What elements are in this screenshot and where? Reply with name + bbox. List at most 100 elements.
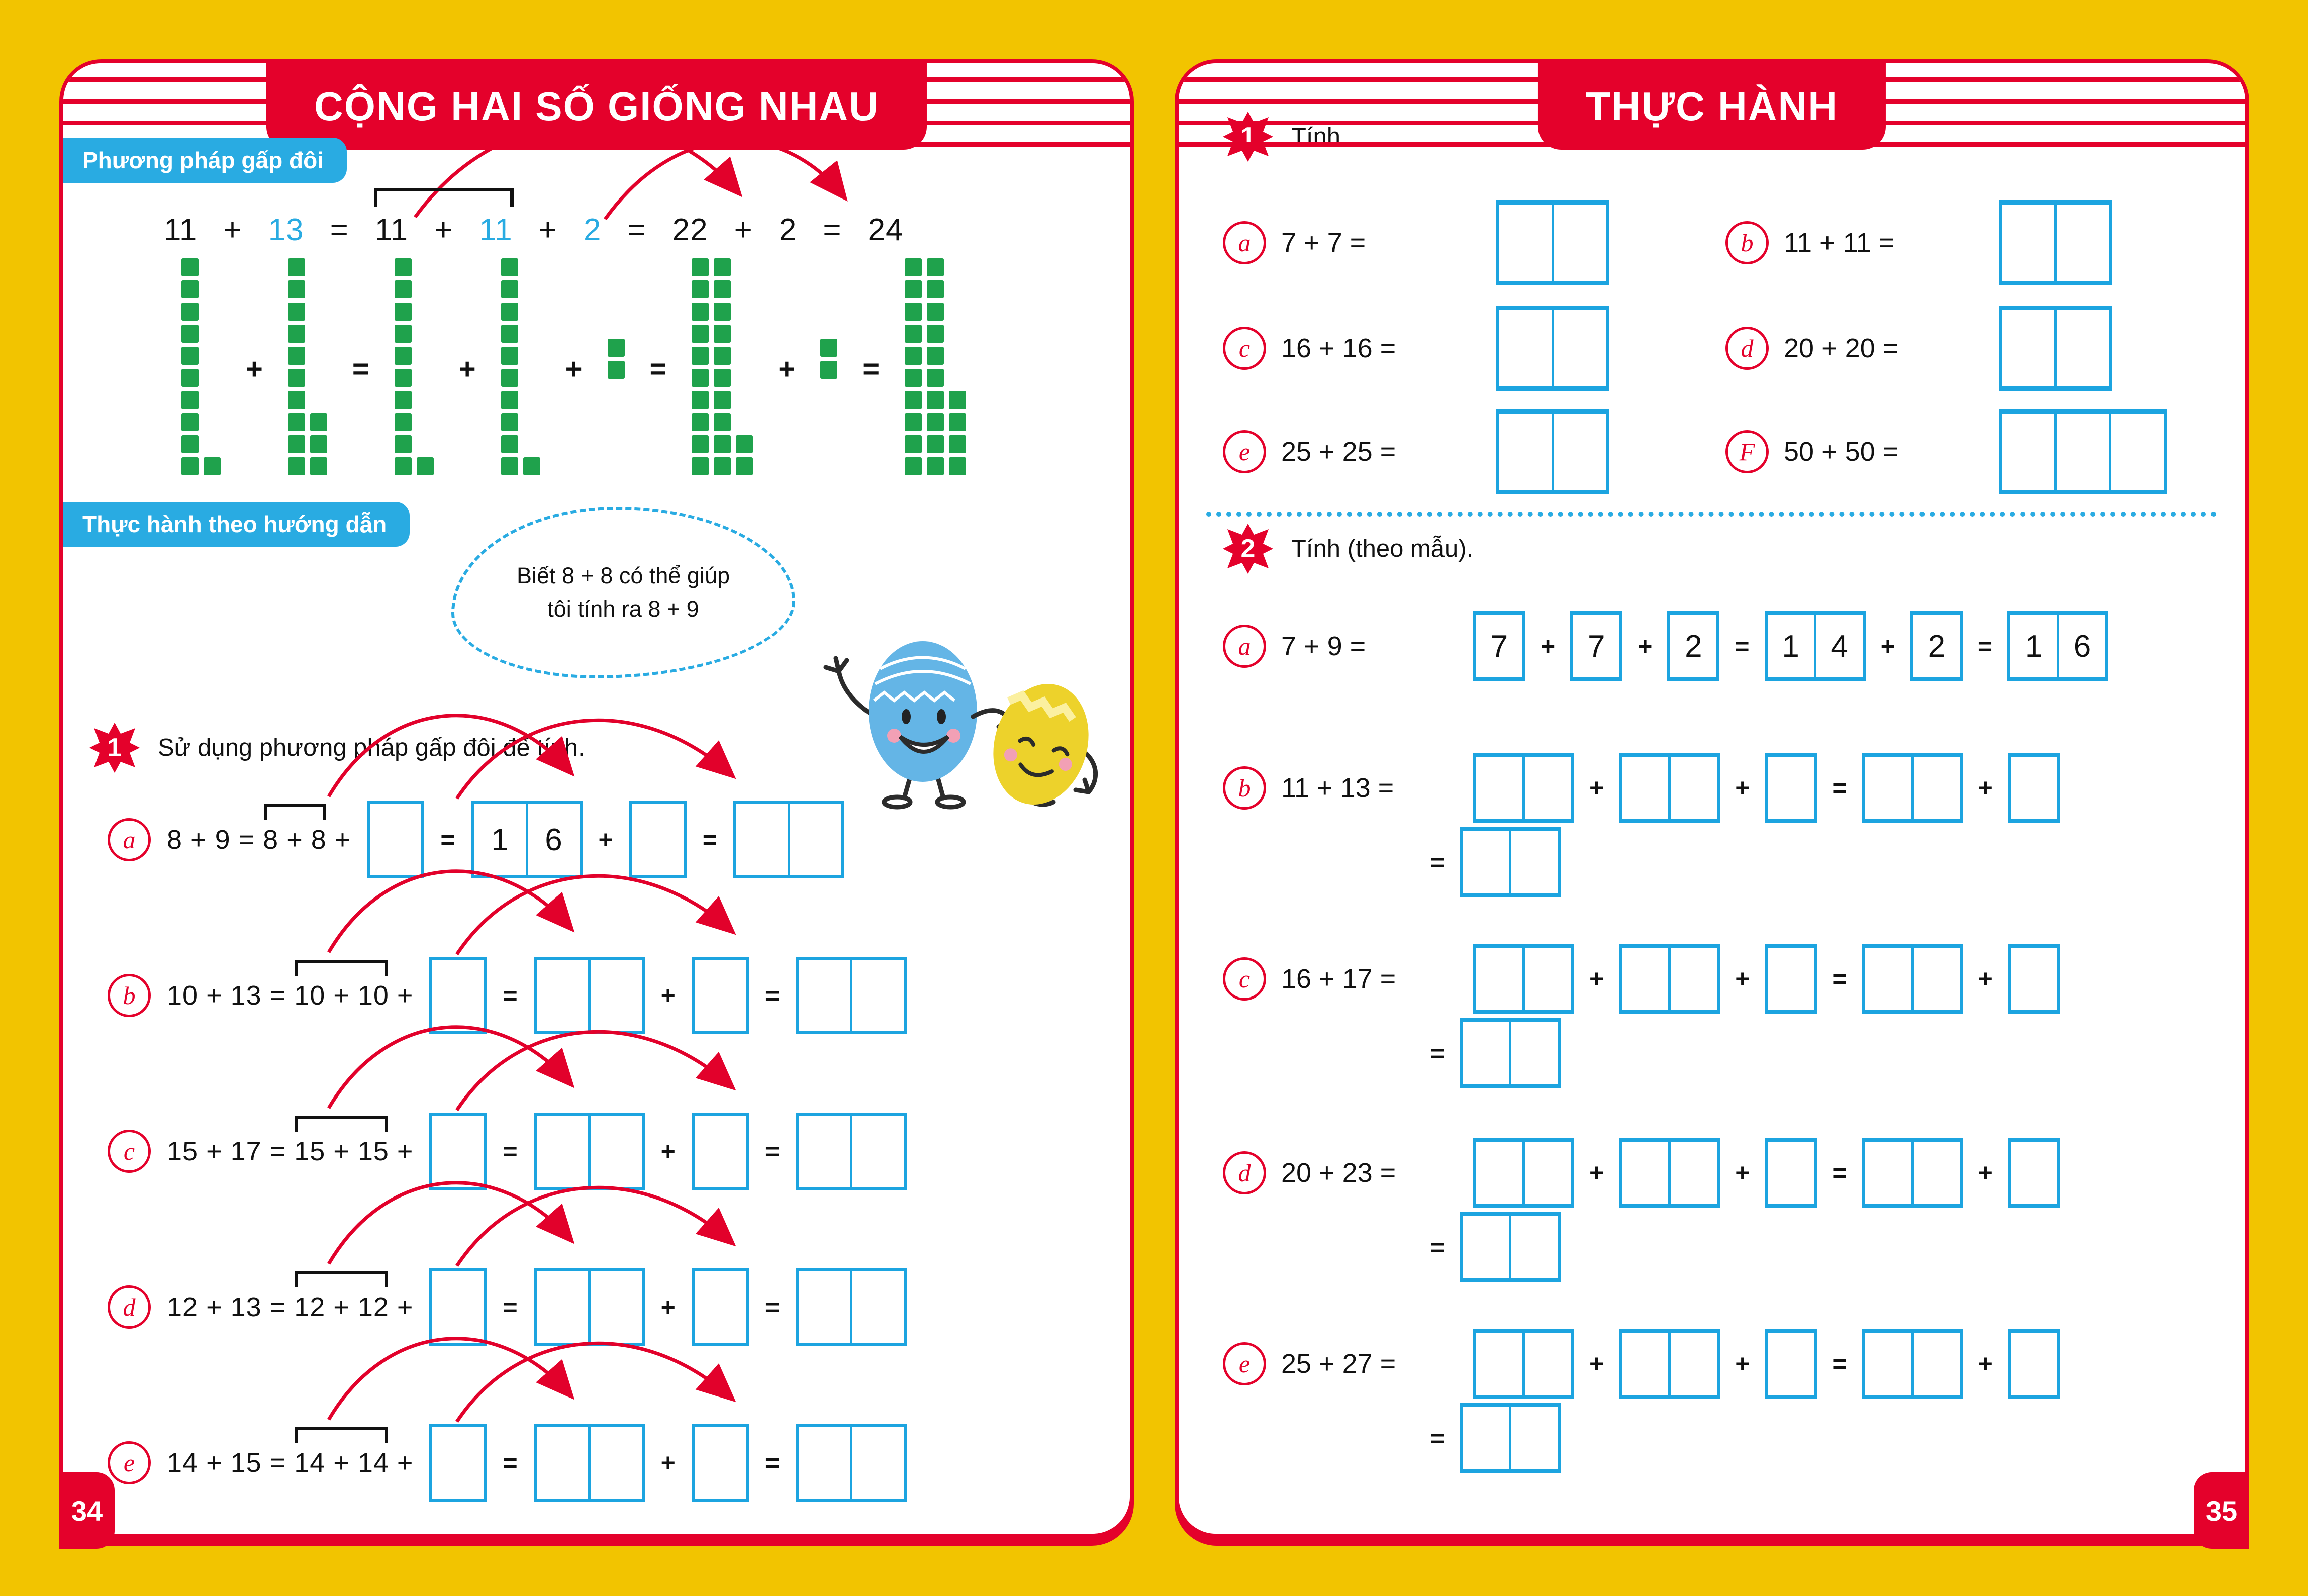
answer-box[interactable]: [1460, 1018, 1561, 1088]
answer-box[interactable]: [1619, 944, 1720, 1014]
answer-cell[interactable]: [2002, 414, 2054, 490]
answer-box[interactable]: [429, 1424, 487, 1502]
answer-cell[interactable]: [588, 1271, 642, 1343]
answer-cell[interactable]: [1668, 757, 1717, 819]
answer-cell[interactable]: [1522, 757, 1571, 819]
answer-cell[interactable]: [588, 1116, 642, 1187]
answer-box[interactable]: [1765, 1329, 1817, 1399]
answer-box[interactable]: [691, 1268, 749, 1346]
answer-cell[interactable]: [2011, 948, 2057, 1010]
answer-cell[interactable]: [1552, 310, 1606, 386]
answer-box[interactable]: 7: [1570, 611, 1623, 681]
answer-cell[interactable]: [799, 960, 850, 1031]
answer-cell[interactable]: [1509, 1022, 1558, 1084]
answer-box[interactable]: [1619, 753, 1720, 823]
answer-box[interactable]: [629, 801, 687, 878]
answer-cell[interactable]: [1476, 948, 1522, 1010]
answer-cell[interactable]: [1865, 1142, 1911, 1204]
answer-box[interactable]: [1496, 306, 1609, 391]
answer-box[interactable]: [1496, 409, 1609, 494]
answer-box[interactable]: [1473, 753, 1574, 823]
answer-cell[interactable]: [1911, 948, 1960, 1010]
answer-cell[interactable]: [1865, 948, 1911, 1010]
answer-box[interactable]: 7: [1473, 611, 1525, 681]
answer-cell[interactable]: [1622, 1333, 1668, 1395]
answer-cell[interactable]: [1522, 948, 1571, 1010]
answer-cell[interactable]: [1499, 414, 1552, 490]
answer-box[interactable]: [1765, 1138, 1817, 1208]
answer-box[interactable]: [1460, 827, 1561, 897]
answer-cell[interactable]: 1: [1782, 629, 1799, 664]
answer-box[interactable]: [1473, 1329, 1574, 1399]
answer-cell[interactable]: [1463, 1022, 1509, 1084]
answer-box[interactable]: [796, 1113, 907, 1190]
answer-box[interactable]: [1460, 1403, 1561, 1473]
answer-cell[interactable]: [2054, 205, 2109, 281]
answer-box[interactable]: [691, 1424, 749, 1502]
answer-box[interactable]: [1473, 1138, 1574, 1208]
answer-cell[interactable]: [1911, 1142, 1960, 1204]
answer-box[interactable]: [429, 1113, 487, 1190]
answer-cell[interactable]: [1668, 948, 1717, 1010]
answer-cell[interactable]: [1622, 1142, 1668, 1204]
answer-box[interactable]: [796, 1424, 907, 1502]
answer-cell[interactable]: [1768, 948, 1814, 1010]
answer-cell[interactable]: [2002, 310, 2054, 386]
answer-box[interactable]: [1765, 944, 1817, 1014]
answer-box[interactable]: [1862, 1329, 1963, 1399]
answer-box[interactable]: [691, 1113, 749, 1190]
answer-box[interactable]: [533, 1268, 645, 1346]
answer-cell[interactable]: [1911, 757, 1960, 819]
answer-box[interactable]: [429, 1268, 487, 1346]
answer-cell[interactable]: 2: [1685, 629, 1702, 664]
answer-box[interactable]: [1862, 753, 1963, 823]
answer-cell[interactable]: [799, 1427, 850, 1499]
answer-cell[interactable]: 7: [1587, 629, 1605, 664]
answer-box[interactable]: [1473, 944, 1574, 1014]
answer-cell[interactable]: [850, 1116, 904, 1187]
answer-box[interactable]: [1496, 200, 1609, 285]
answer-cell[interactable]: [850, 1427, 904, 1499]
answer-cell[interactable]: [1768, 1333, 1814, 1395]
answer-cell[interactable]: 6: [2057, 615, 2105, 677]
answer-cell[interactable]: [695, 1427, 746, 1499]
answer-cell[interactable]: [1552, 205, 1606, 281]
answer-cell[interactable]: 4: [1813, 615, 1863, 677]
answer-cell[interactable]: [1865, 757, 1911, 819]
answer-cell[interactable]: 6: [525, 804, 580, 875]
answer-cell[interactable]: [1463, 1216, 1509, 1278]
answer-cell[interactable]: [1499, 205, 1552, 281]
answer-box[interactable]: [1862, 1138, 1963, 1208]
answer-box[interactable]: [1765, 753, 1817, 823]
answer-cell[interactable]: [1865, 1333, 1911, 1395]
answer-box[interactable]: [2007, 753, 2060, 823]
answer-box[interactable]: [2007, 1329, 2060, 1399]
answer-box[interactable]: [2007, 1138, 2060, 1208]
answer-cell[interactable]: [2011, 757, 2057, 819]
answer-cell[interactable]: [799, 1116, 850, 1187]
answer-box[interactable]: [733, 801, 844, 878]
answer-cell[interactable]: [2054, 414, 2109, 490]
answer-cell[interactable]: [2011, 1142, 2057, 1204]
answer-cell[interactable]: [1476, 1142, 1522, 1204]
answer-cell[interactable]: [1522, 1142, 1571, 1204]
answer-cell[interactable]: [1622, 757, 1668, 819]
answer-cell[interactable]: [2011, 1333, 2057, 1395]
answer-box[interactable]: [1619, 1138, 1720, 1208]
answer-cell[interactable]: [1476, 757, 1522, 819]
answer-cell[interactable]: [588, 960, 642, 1031]
answer-cell[interactable]: [2002, 205, 2054, 281]
answer-box[interactable]: 2: [1667, 611, 1720, 681]
answer-box[interactable]: [1999, 200, 2112, 285]
answer-cell[interactable]: [1668, 1333, 1717, 1395]
answer-cell[interactable]: 2: [1928, 629, 1946, 664]
answer-cell[interactable]: [2054, 310, 2109, 386]
answer-box[interactable]: [533, 1113, 645, 1190]
answer-cell[interactable]: 7: [1490, 629, 1508, 664]
answer-cell[interactable]: [1509, 1216, 1558, 1278]
answer-box[interactable]: [1862, 944, 1963, 1014]
answer-box[interactable]: [429, 957, 487, 1034]
